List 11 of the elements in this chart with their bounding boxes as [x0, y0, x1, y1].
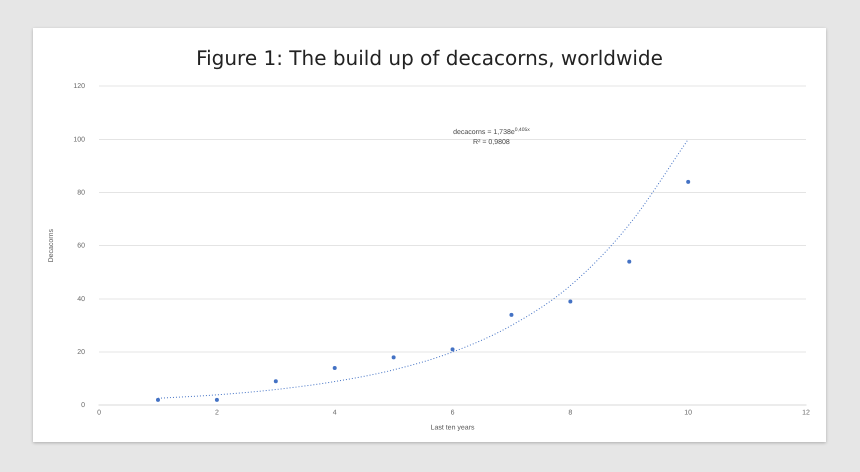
point: [450, 347, 455, 352]
point: [509, 312, 514, 317]
point: [392, 355, 396, 360]
point: [568, 300, 572, 304]
point: [627, 260, 632, 264]
point: [686, 180, 690, 184]
point: [332, 366, 337, 370]
point: [156, 398, 160, 402]
point: [274, 379, 278, 384]
point: [214, 398, 219, 402]
chart-title: Figure 1: The build up of decacorns, worldwide: [195, 46, 664, 70]
